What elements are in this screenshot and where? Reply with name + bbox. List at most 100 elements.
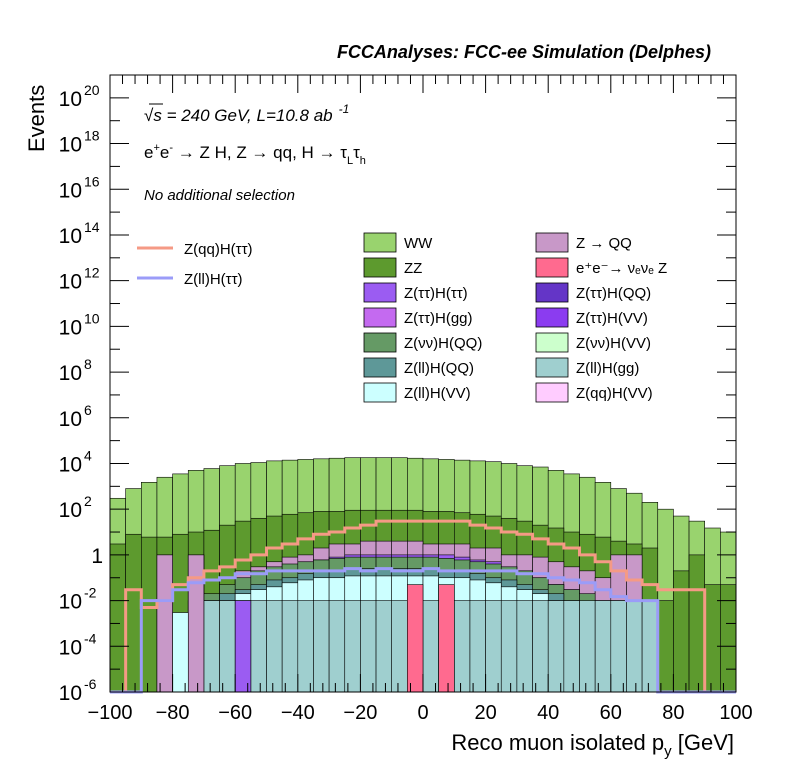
legend-label-nunu_VV: Z(νν)H(VV) xyxy=(576,335,651,352)
legend-swatch-ll_QQ xyxy=(363,357,397,378)
bar-ll_gg-bin-32 xyxy=(610,600,627,693)
legend-label-ZZ: ZZ xyxy=(404,260,422,277)
y-tick-exponent: 18 xyxy=(84,128,100,144)
bar-ZZ-bin-0 xyxy=(109,543,126,693)
bar-ll_gg-bin-12 xyxy=(297,600,314,693)
y-tick-label: 10 xyxy=(59,225,82,248)
y-tick-label: 10 xyxy=(59,499,82,522)
y-tick-label: 10 xyxy=(59,453,82,476)
legend-swatch-qq_VV xyxy=(535,382,569,403)
bar-ll_gg-bin-30 xyxy=(579,600,596,693)
legend: Z(qq)H(ττ) Z(ll)H(ττ) WW Z → QQ ZZ e⁺e⁻→ νₑνₑ… xyxy=(137,232,667,403)
legend-label-Z_QQ: Z → QQ xyxy=(576,235,632,252)
legend-swatch-nunu_QQ xyxy=(363,332,397,353)
bar-ll_gg-bin-27 xyxy=(532,600,549,693)
y-tick-exponent: 16 xyxy=(84,173,100,189)
y-tick-exponent: 10 xyxy=(84,310,100,326)
legend-swatch-ll_VV xyxy=(363,382,397,403)
bar-isolated-Z_QQ-2 xyxy=(156,554,173,693)
bar-isolated-tautau_tautau-4 xyxy=(234,600,252,693)
energy-lumi-label: √s = 240 GeV, L=10.8 ab -1 xyxy=(144,102,349,125)
legend-label-ll_QQ: Z(ll)H(QQ) xyxy=(404,360,474,377)
y-tick-exponent: 20 xyxy=(84,82,100,98)
bar-isolated-eeZ-1 xyxy=(438,584,455,693)
x-tick-label: 80 xyxy=(662,702,684,724)
legend-label-tautau_QQ: Z(ττ)H(QQ) xyxy=(576,285,651,302)
bar-ll_gg-bin-26 xyxy=(516,600,533,693)
y-tick-label: 10 xyxy=(59,271,82,294)
legend-label-nunu_QQ: Z(νν)H(QQ) xyxy=(404,335,482,352)
legend-swatch-eeZ xyxy=(535,257,569,278)
legend-swatch-Z_QQ xyxy=(535,232,569,253)
bar-ZZ-bin-37 xyxy=(688,554,705,693)
legend-label-tautau_VV: Z(ττ)H(VV) xyxy=(576,310,648,327)
y-tick-label: 10 xyxy=(59,636,82,659)
bar-isolated-ll_VV-5 xyxy=(172,612,189,693)
y-tick-exponent: -2 xyxy=(84,585,97,601)
bar-ll_gg-bin-10 xyxy=(266,600,283,693)
x-tick-label: −80 xyxy=(156,702,190,724)
y-axis-label: Events xyxy=(24,85,49,152)
legend-swatch-ZZ xyxy=(363,257,397,278)
bar-ll_gg-bin-13 xyxy=(313,600,330,693)
bar-ll_gg-bin-29 xyxy=(563,600,580,693)
bar-ll_gg-bin-34 xyxy=(641,600,659,693)
x-tick-label: 100 xyxy=(719,702,752,724)
bar-ll_gg-bin-25 xyxy=(500,600,518,693)
y-tick-exponent: 12 xyxy=(84,265,100,281)
signal-line-sig_ll xyxy=(110,567,736,694)
bar-ZZ-bin-2 xyxy=(141,536,158,693)
bar-ll_gg-bin-17 xyxy=(375,600,392,693)
bar-ll_gg-bin-7 xyxy=(219,600,236,693)
legend-swatch-WW xyxy=(363,232,397,253)
x-tick-label: 20 xyxy=(474,702,496,724)
legend-label-tautau_gg: Z(ττ)H(gg) xyxy=(404,310,473,327)
y-tick-label: 10 xyxy=(59,362,82,385)
x-axis-label: Reco muon isolated py [GeV] xyxy=(451,730,734,760)
bar-ll_gg-bin-24 xyxy=(485,600,502,693)
legend-swatch-tautau_tautau xyxy=(363,282,397,303)
bar-ll_gg-bin-31 xyxy=(594,600,612,693)
legend-label-sig_ll: Z(ll)H(ττ) xyxy=(184,271,243,288)
x-tick-label: 0 xyxy=(417,702,428,724)
bar-ll_gg-bin-6 xyxy=(203,600,220,693)
y-tick-label: 1 xyxy=(91,545,103,568)
bar-ll_gg-bin-23 xyxy=(469,600,486,693)
y-tick-label: 10 xyxy=(59,316,82,339)
y-tick-exponent: 14 xyxy=(84,219,100,235)
y-tick-label: 10 xyxy=(59,682,82,705)
legend-label-sig_qq: Z(qq)H(ττ) xyxy=(184,241,253,258)
y-tick-label: 10 xyxy=(59,134,82,157)
bar-ll_gg-bin-18 xyxy=(391,600,408,693)
legend-swatch-tautau_gg xyxy=(363,307,397,328)
bar-ll_gg-bin-22 xyxy=(453,600,471,693)
x-tick-label: −60 xyxy=(218,702,252,724)
bar-ll_gg-bin-28 xyxy=(547,600,565,693)
figure-title: FCCAnalyses: FCC-ee Simulation (Delphes) xyxy=(337,42,711,62)
legend-swatch-ll_gg xyxy=(535,357,569,378)
x-tick-label: −40 xyxy=(281,702,315,724)
legend-label-ll_gg: Z(ll)H(gg) xyxy=(576,360,639,377)
y-tick-exponent: 8 xyxy=(84,356,92,372)
x-tick-label: 40 xyxy=(537,702,559,724)
bar-ll_gg-bin-11 xyxy=(281,600,299,693)
legend-swatch-nunu_VV xyxy=(535,332,569,353)
bar-ll_gg-bin-15 xyxy=(344,600,361,693)
x-tick-label: −20 xyxy=(343,702,377,724)
y-tick-label: 10 xyxy=(59,179,82,202)
legend-swatch-tautau_VV xyxy=(535,307,569,328)
signal-line-sig_qq xyxy=(110,519,736,694)
y-tick-exponent: 4 xyxy=(84,447,92,463)
y-tick-exponent: 2 xyxy=(84,493,92,509)
legend-label-WW: WW xyxy=(404,235,433,252)
y-tick-label: 10 xyxy=(59,591,82,614)
y-tick-exponent: 6 xyxy=(84,402,92,418)
selection-label: No additional selection xyxy=(144,187,295,204)
bar-ll_gg-bin-33 xyxy=(626,600,643,693)
process-label: e+e- → Z H, Z → qq, H → τLτh xyxy=(144,142,366,167)
y-tick-label: 10 xyxy=(59,408,82,431)
x-tick-label: −100 xyxy=(87,702,132,724)
